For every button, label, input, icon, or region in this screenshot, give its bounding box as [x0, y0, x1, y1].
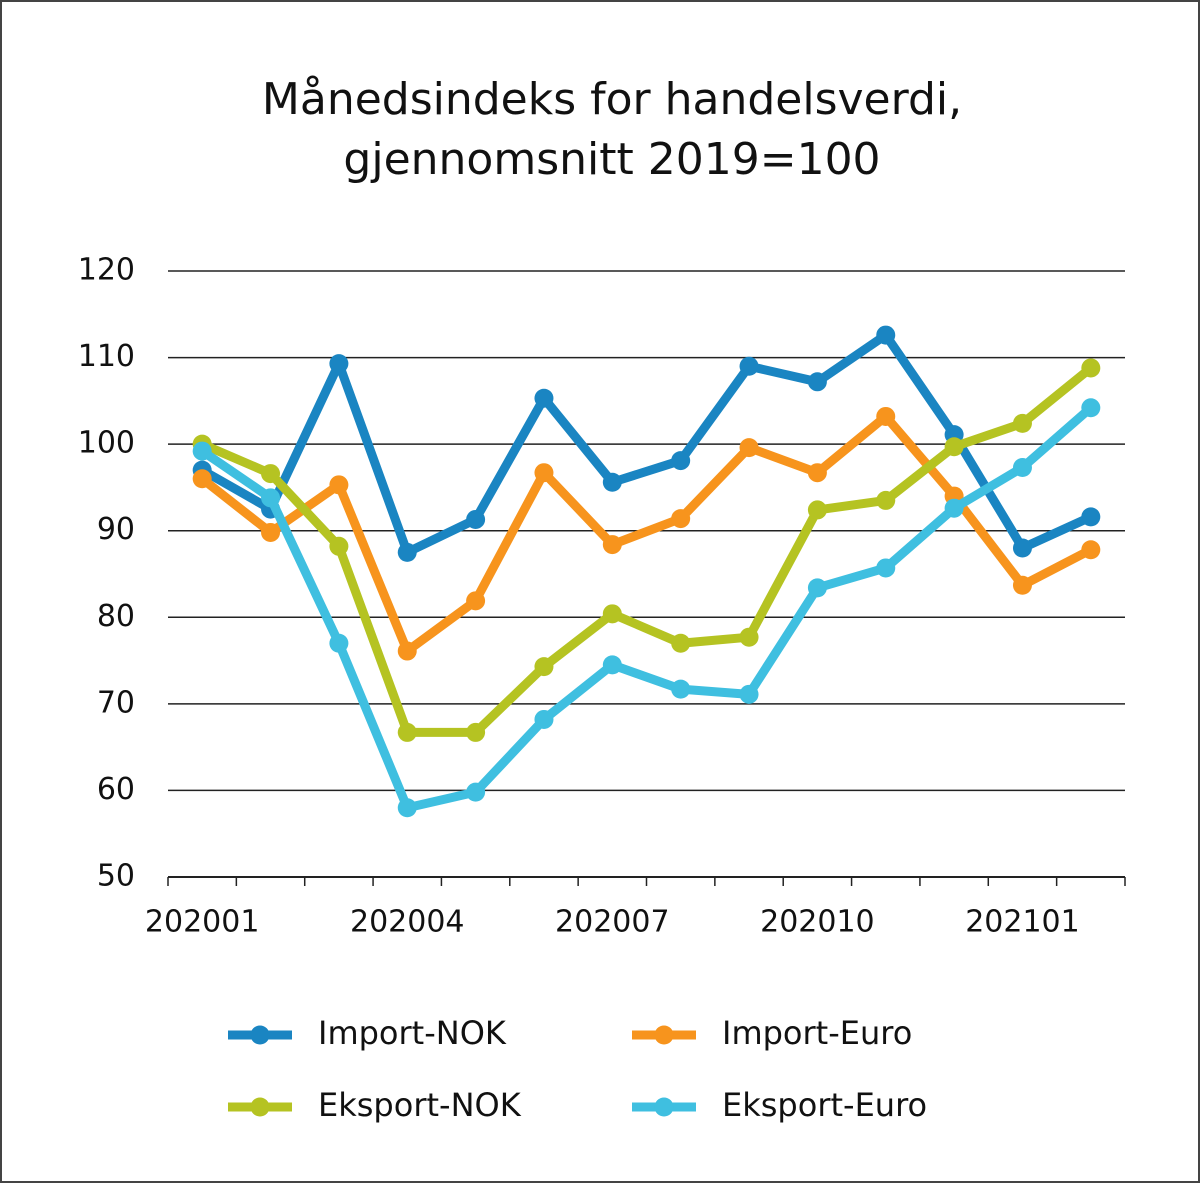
- data-point: [466, 782, 486, 802]
- data-point: [1012, 458, 1032, 478]
- series-line: [199, 404, 1094, 813]
- data-point: [534, 709, 554, 729]
- y-tick-label: 90: [97, 512, 135, 547]
- legend-label: Import-Euro: [722, 1014, 912, 1052]
- data-point: [739, 684, 759, 704]
- data-point: [602, 655, 622, 675]
- data-point: [1012, 413, 1032, 433]
- data-point: [739, 356, 759, 376]
- data-point: [671, 451, 691, 471]
- data-point: [876, 406, 896, 426]
- data-point: [807, 372, 827, 392]
- series-line: [199, 411, 1093, 656]
- legend-label: Import-NOK: [318, 1014, 507, 1052]
- data-point: [671, 679, 691, 699]
- data-point: [261, 522, 281, 542]
- y-tick-label: 70: [97, 685, 135, 720]
- data-point: [739, 438, 759, 458]
- data-point: [192, 469, 212, 489]
- x-tick-label: 202101: [965, 905, 1080, 940]
- data-point: [466, 509, 486, 529]
- chart-title: Månedsindeks for handelsverdi,: [262, 74, 962, 125]
- data-point: [876, 558, 896, 578]
- data-point: [397, 798, 417, 818]
- data-point: [1081, 540, 1101, 560]
- data-point: [329, 536, 349, 556]
- data-point: [466, 722, 486, 742]
- y-tick-label: 50: [97, 859, 135, 894]
- data-point: [602, 604, 622, 624]
- data-point: [807, 463, 827, 483]
- data-point: [466, 591, 486, 611]
- data-point: [807, 500, 827, 520]
- legend-label: Eksport-Euro: [722, 1086, 927, 1124]
- data-point: [397, 542, 417, 562]
- y-tick-label: 110: [78, 339, 135, 374]
- y-tick-label: 80: [97, 599, 135, 634]
- legend-swatch: [250, 1025, 270, 1045]
- legend-swatch: [654, 1097, 674, 1117]
- data-point: [1012, 538, 1032, 558]
- data-point: [602, 472, 622, 492]
- data-point: [944, 498, 964, 518]
- data-point: [192, 441, 212, 461]
- series-line: [199, 330, 1093, 557]
- data-point: [807, 578, 827, 598]
- data-point: [534, 463, 554, 483]
- legend-label: Eksport-NOK: [318, 1086, 522, 1124]
- series-line: [200, 364, 1094, 737]
- data-point: [671, 509, 691, 529]
- data-point: [876, 325, 896, 345]
- data-point: [534, 657, 554, 677]
- data-point: [261, 464, 281, 484]
- x-tick-label: 202004: [350, 905, 465, 940]
- data-point: [602, 535, 622, 555]
- data-point: [1081, 507, 1101, 527]
- data-point: [1012, 575, 1032, 595]
- x-tick-label: 202001: [145, 905, 260, 940]
- data-point: [739, 627, 759, 647]
- data-point: [534, 388, 554, 408]
- legend-swatch: [250, 1097, 270, 1117]
- data-point: [1081, 358, 1101, 378]
- x-tick-label: 202007: [555, 905, 670, 940]
- legend-swatch: [654, 1025, 674, 1045]
- data-point: [329, 354, 349, 374]
- data-point: [671, 633, 691, 653]
- data-point: [876, 490, 896, 510]
- x-tick-label: 202010: [760, 905, 875, 940]
- y-tick-label: 100: [78, 426, 135, 461]
- data-point: [944, 437, 964, 457]
- data-point: [329, 633, 349, 653]
- data-point: [261, 488, 281, 508]
- chart-title: gjennomsnitt 2019=100: [343, 134, 880, 185]
- data-point: [397, 722, 417, 742]
- y-tick-label: 60: [97, 772, 135, 807]
- y-tick-label: 120: [78, 253, 135, 288]
- data-point: [1081, 398, 1101, 418]
- data-point: [329, 475, 349, 495]
- data-point: [397, 641, 417, 661]
